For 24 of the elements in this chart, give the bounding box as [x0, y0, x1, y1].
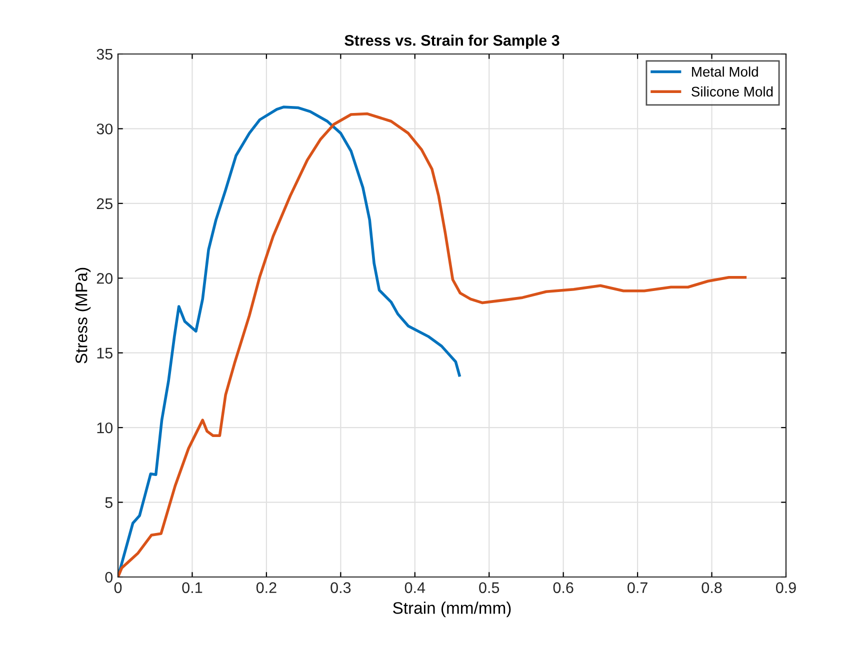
x-tick-label: 0.7 [628, 582, 648, 594]
legend-label: Silicone Mold [692, 86, 773, 97]
x-tick-label: 0.4 [404, 582, 426, 594]
x-axis-title: Strain (mm/mm) [393, 602, 511, 618]
y-tick-label: 35 [96, 48, 112, 60]
legend-label: Metal Mold [692, 66, 758, 77]
y-tick-label: 15 [97, 348, 112, 359]
x-tick-label: 0 [114, 582, 122, 594]
x-tick-label: 0.2 [256, 582, 276, 594]
x-tick-label: 0.6 [553, 582, 574, 594]
y-tick-label: 25 [96, 198, 112, 210]
line-series [118, 112, 747, 577]
y-tick-label: 0 [105, 572, 113, 583]
y-tick-label: 10 [97, 422, 113, 434]
x-tick-label: 0.5 [479, 582, 500, 594]
x-tick-label: 0.3 [330, 582, 351, 594]
y-axis-title: Stress (MPa) [75, 268, 91, 364]
y-tick-label: 5 [105, 497, 112, 508]
y-tick-label: 20 [96, 273, 113, 284]
chart-title: Stress vs. Strain for Sample 3 [344, 34, 560, 49]
x-tick-label: 0.8 [702, 582, 722, 594]
y-tick-label: 30 [96, 124, 113, 134]
x-tick-label: 0.1 [182, 582, 202, 594]
x-tick-label: 0.9 [776, 582, 796, 594]
